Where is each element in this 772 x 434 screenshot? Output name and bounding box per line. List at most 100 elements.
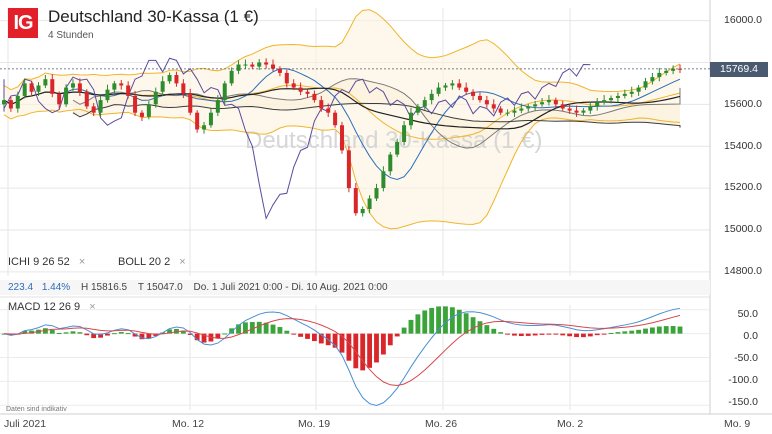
candle-body <box>15 95 20 109</box>
candle-body <box>160 81 165 92</box>
macd-histogram-bar <box>263 322 269 334</box>
candle-body <box>64 87 69 105</box>
candle-body <box>553 100 558 105</box>
candle-body <box>291 83 296 88</box>
bollinger-close-icon[interactable]: × <box>179 256 186 268</box>
candle-body <box>43 79 48 86</box>
macd-histogram-bar <box>49 330 55 334</box>
macd-histogram-bar <box>436 306 441 334</box>
macd-histogram-bar <box>56 333 62 335</box>
macd-histogram-bar <box>560 333 566 336</box>
timeframe-label[interactable]: 4 Stunden <box>48 30 94 41</box>
candle-body <box>595 102 600 107</box>
macd-histogram-bar <box>139 333 145 340</box>
macd-histogram-bar <box>270 324 276 334</box>
candle-body <box>8 100 13 109</box>
candle-body <box>298 87 303 92</box>
macd-line <box>3 307 681 407</box>
candle-body <box>484 100 489 105</box>
macd-close-icon[interactable]: × <box>89 301 96 313</box>
ichimoku-params: 9 26 52 <box>33 256 70 268</box>
candle-body <box>588 106 593 111</box>
macd-histogram-bar <box>318 333 324 344</box>
macd-histogram-bar <box>643 328 648 334</box>
macd-histogram-bar <box>636 329 642 334</box>
change-percent: 1.44% <box>41 282 71 293</box>
candle-body <box>457 83 462 88</box>
macd-histogram-bar <box>401 327 407 334</box>
macd-histogram-bar <box>394 333 400 337</box>
macd-indicator-label[interactable]: MACD 12 26 9 × <box>8 301 96 313</box>
macd-histogram-bar <box>477 321 483 334</box>
macd-histogram-bar <box>118 332 124 334</box>
candle-body <box>477 95 482 101</box>
candle-body <box>615 95 620 99</box>
candle-body <box>546 100 551 103</box>
macd-histogram-bar <box>98 333 103 338</box>
candle-body <box>395 142 400 155</box>
y-tick-label: 15600.0 <box>724 98 762 110</box>
macd-histogram-bar <box>201 333 207 343</box>
candle-body <box>77 83 82 92</box>
candle-body <box>402 125 407 142</box>
macd-histogram-bar <box>146 333 152 339</box>
macd-histogram-bar <box>677 326 683 334</box>
macd-histogram-bar <box>229 328 235 334</box>
candle-body <box>512 110 517 113</box>
candle-body <box>374 188 379 199</box>
candle-body <box>560 104 565 109</box>
candle-body <box>91 106 96 113</box>
macd-y-tick-label: -100.0 <box>728 374 758 386</box>
macd-histogram-bar <box>311 333 317 342</box>
macd-histogram-bar <box>656 326 662 334</box>
macd-histogram-bar <box>125 333 131 335</box>
disclaimer: Daten sind indikativ <box>6 406 67 413</box>
candle-body <box>567 108 572 111</box>
candle-body <box>450 83 455 86</box>
date-range: Do. 1 Juli 2021 0:00 - Di. 10 Aug. 2021 … <box>193 282 388 293</box>
macd-histogram-bar <box>346 333 352 361</box>
candle-body <box>305 91 310 94</box>
candle-body <box>333 112 338 126</box>
x-tick-label: Mo. 12 <box>172 418 205 430</box>
ichimoku-indicator-label[interactable]: ICHI 9 26 52 × <box>8 256 85 268</box>
macd-histogram-bar <box>222 333 228 335</box>
high-value: H 15816.5 <box>80 282 128 293</box>
macd-histogram-bar <box>512 333 517 336</box>
macd-histogram-bar <box>525 333 531 336</box>
macd-histogram-bar <box>505 333 510 335</box>
candle-body <box>146 104 151 117</box>
macd-params: 12 26 9 <box>43 301 81 313</box>
candle-body <box>257 62 262 67</box>
candle-body <box>574 110 579 113</box>
chikou-line <box>3 57 591 220</box>
current-price-tag: 15769.4 <box>710 62 768 77</box>
candle-body <box>222 83 227 101</box>
chart-watermark: Deutschland 30-Kassa (1 €) <box>245 127 543 154</box>
senkou-b-line <box>72 102 681 128</box>
candle-body <box>126 85 131 96</box>
candle-body <box>229 70 234 84</box>
candle-body <box>277 68 282 73</box>
candle-body <box>208 112 213 126</box>
candle-body <box>443 85 448 88</box>
candle-body <box>650 77 655 82</box>
macd-histogram-bar <box>622 331 628 334</box>
macd-y-tick-label: 0.0 <box>743 330 758 342</box>
candle-body <box>408 112 413 126</box>
candle-body <box>367 198 372 209</box>
macd-histogram-bar <box>70 331 76 334</box>
macd-histogram-bar <box>215 333 221 339</box>
candle-body <box>105 89 110 101</box>
y-tick-label: 15000.0 <box>724 223 762 235</box>
candle-body <box>526 106 531 109</box>
candle-body <box>181 83 186 94</box>
macd-histogram-bar <box>42 328 48 334</box>
macd-histogram-bar <box>670 326 676 334</box>
candle-body <box>98 100 103 113</box>
candle-body <box>236 64 241 71</box>
bollinger-indicator-label[interactable]: BOLL 20 2 × <box>118 256 186 268</box>
candle-body <box>491 104 496 109</box>
ichimoku-close-icon[interactable]: × <box>78 256 86 268</box>
candle-body <box>415 106 420 113</box>
